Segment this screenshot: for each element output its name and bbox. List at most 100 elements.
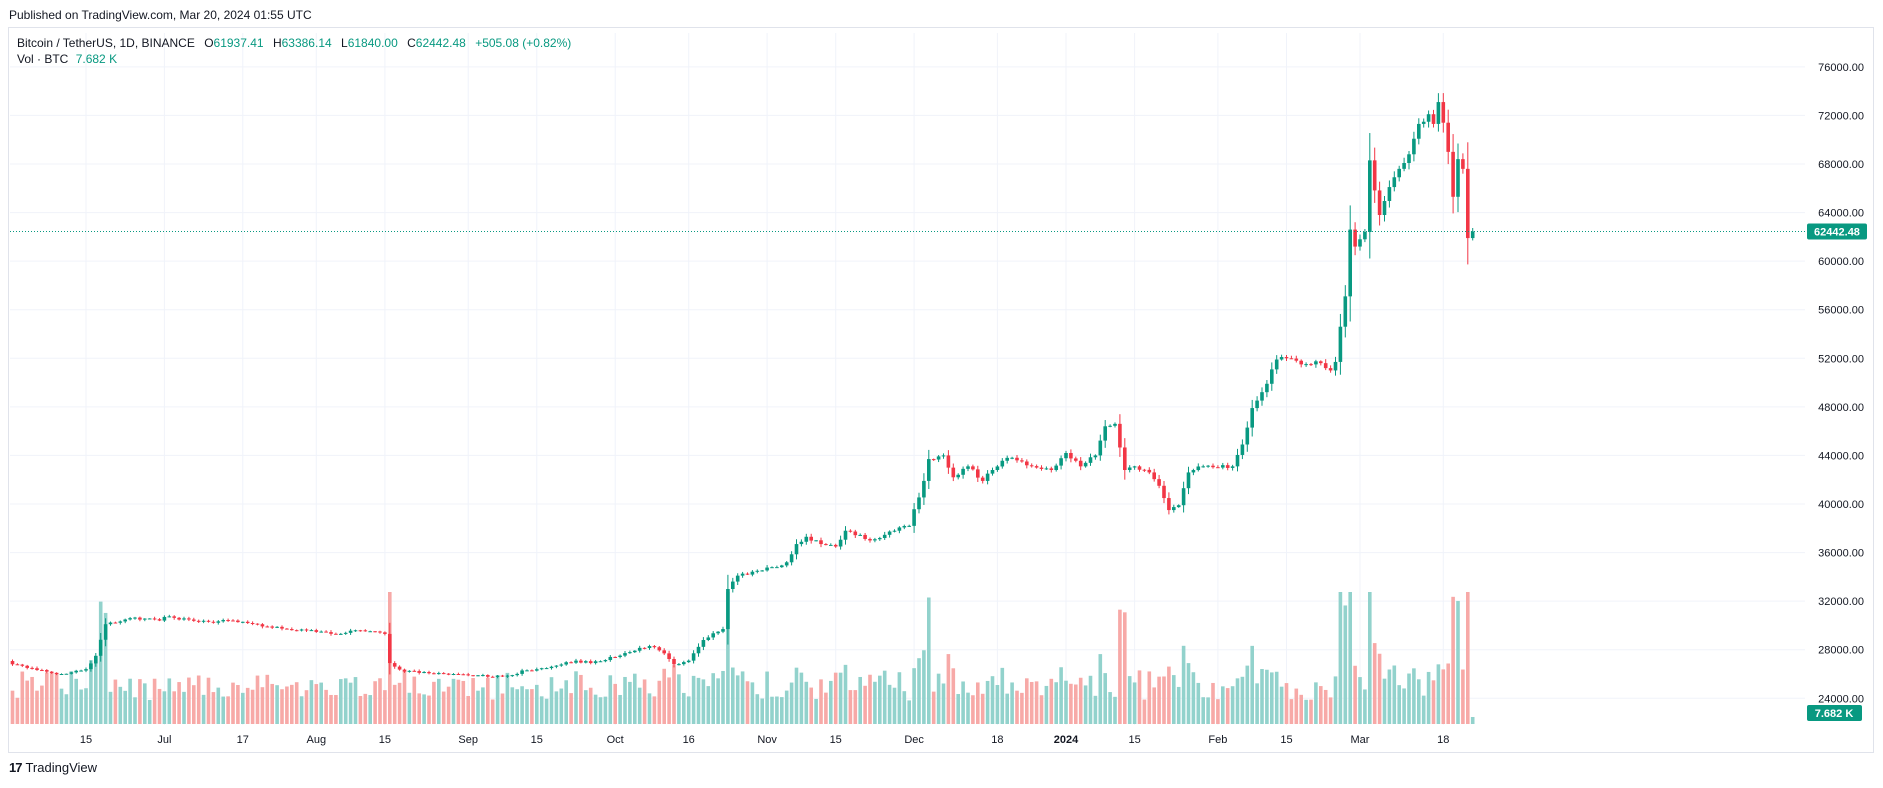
volume-bar — [1294, 688, 1299, 724]
candle-body — [1054, 465, 1058, 470]
volume-bar — [691, 675, 696, 724]
volume-bar — [1225, 688, 1230, 724]
candle-body — [206, 620, 211, 622]
time-tick-label: 2024 — [1054, 734, 1079, 746]
volume-bar — [1127, 676, 1132, 724]
tradingview-logo[interactable]: 17 TradingView — [9, 760, 97, 775]
candle-body — [1446, 122, 1450, 152]
volume-bar — [1323, 689, 1328, 724]
candle-body — [1172, 507, 1176, 511]
volume-bar — [735, 675, 740, 724]
candle-body — [584, 661, 588, 663]
volume-bar — [1426, 671, 1431, 724]
price-tick-label: 76000.00 — [1818, 62, 1864, 74]
volume-bar — [990, 676, 995, 724]
candle-body — [152, 618, 157, 620]
chart-frame[interactable] — [8, 27, 1874, 753]
candle-body — [1284, 357, 1289, 359]
volume-bar — [520, 686, 524, 724]
candle-body — [1240, 444, 1245, 455]
volume-bar — [598, 697, 603, 724]
candle-body — [966, 466, 970, 469]
time-tick-label: 15 — [80, 734, 92, 746]
candle-body — [623, 653, 627, 656]
candle-body — [701, 640, 706, 647]
volume-bar — [1132, 682, 1137, 724]
volume-bar — [662, 668, 666, 724]
candle-body — [147, 618, 152, 620]
volume-bars — [10, 592, 1475, 724]
candle-body — [873, 539, 877, 541]
price-tick-label: 56000.00 — [1818, 305, 1864, 317]
candle-body — [471, 675, 475, 677]
candle-body — [838, 539, 843, 547]
candle-body — [1309, 364, 1313, 366]
price-tick-label: 28000.00 — [1818, 645, 1864, 657]
candle-body — [667, 653, 671, 660]
candle-body — [549, 666, 554, 669]
candle-body — [574, 660, 578, 663]
candle-body — [569, 662, 573, 664]
candle-body — [647, 646, 652, 649]
volume-bar — [887, 684, 892, 724]
candle-body — [412, 670, 417, 672]
candle-body — [1245, 427, 1250, 445]
candle-body — [20, 664, 25, 666]
candle-body — [486, 675, 490, 677]
volume-bar — [1368, 592, 1372, 724]
candle-body — [30, 667, 34, 669]
volume-bar — [1402, 688, 1406, 724]
candle-body — [299, 629, 304, 631]
volume-bar — [1387, 669, 1392, 724]
candle-body — [10, 661, 15, 665]
volume-bar — [1431, 680, 1436, 724]
candle-body — [1353, 229, 1357, 247]
volume-bar — [701, 679, 706, 724]
candle-body — [789, 554, 794, 563]
volume-bar — [1206, 697, 1210, 724]
volume-bar — [657, 680, 662, 724]
volume-bar — [1245, 665, 1250, 724]
time-tick-label: 15 — [1280, 734, 1292, 746]
candle-body — [603, 660, 608, 662]
volume-bar — [45, 672, 49, 724]
volume-bar — [147, 699, 152, 724]
volume-bar — [1412, 668, 1416, 724]
candle-body — [1470, 231, 1475, 239]
candle-body — [275, 626, 279, 628]
candle-body — [1265, 383, 1269, 393]
candle-body — [1270, 369, 1274, 384]
candle-body — [245, 621, 250, 624]
candle-body — [138, 617, 142, 620]
candle-body — [1034, 466, 1039, 468]
volume-bar — [1176, 686, 1181, 724]
volume-bar — [726, 592, 730, 724]
legend-open-key: O — [204, 36, 214, 50]
candle-body — [441, 673, 446, 675]
candle-body — [128, 618, 132, 620]
volume-bar — [486, 677, 490, 724]
candle-body — [520, 670, 524, 674]
candle-body — [1451, 151, 1455, 197]
candle-body — [407, 670, 412, 672]
volume-bar — [49, 672, 54, 724]
volume-bar — [927, 597, 931, 724]
volume-bar — [250, 689, 255, 724]
time-tick-label: Sep — [458, 734, 478, 746]
price-tick-label: 36000.00 — [1818, 548, 1864, 560]
candle-body — [750, 571, 755, 575]
candle-body — [1059, 458, 1063, 466]
candle-body — [392, 663, 397, 667]
volume-bar — [985, 680, 990, 724]
candle-body — [784, 562, 789, 566]
volume-bar — [535, 684, 539, 724]
volume-bar — [868, 674, 872, 724]
volume-bar — [285, 686, 289, 724]
volume-bar — [201, 694, 206, 724]
volume-bar — [1279, 686, 1284, 724]
volume-bar — [579, 674, 583, 724]
volume-bar — [843, 664, 848, 724]
volume-bar — [383, 690, 387, 724]
candle-body — [1127, 467, 1132, 470]
